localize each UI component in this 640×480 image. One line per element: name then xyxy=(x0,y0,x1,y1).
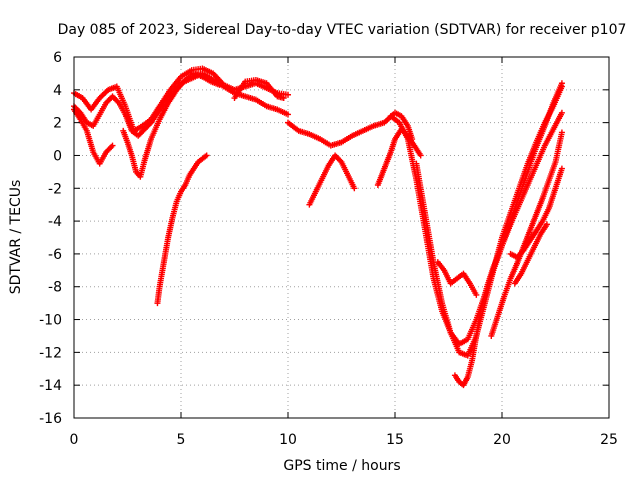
series-arc-f xyxy=(231,76,287,102)
y-tick-label: 6 xyxy=(53,50,62,66)
series-arc-n xyxy=(488,129,565,339)
series-arc-d xyxy=(120,70,223,180)
series-arc-m xyxy=(451,109,565,389)
y-tick-label: -12 xyxy=(39,345,62,361)
data-point xyxy=(558,165,565,172)
x-tick-label: 15 xyxy=(386,432,404,448)
x-tick-label: 10 xyxy=(279,432,297,448)
data-point xyxy=(351,185,358,192)
y-tick-label: 4 xyxy=(53,83,62,99)
data-point xyxy=(543,221,550,228)
data-point xyxy=(216,81,223,88)
data-marks xyxy=(71,65,565,389)
y-tick-label: -4 xyxy=(48,214,62,230)
series-arc-p xyxy=(511,221,550,287)
chart-title: Day 085 of 2023, Sidereal Day-to-day VTE… xyxy=(58,22,627,38)
x-tick-label: 25 xyxy=(600,432,618,448)
y-tick-label: 0 xyxy=(53,148,62,164)
y-tick-label: 2 xyxy=(53,116,62,132)
data-point xyxy=(558,129,565,136)
series-arc-l xyxy=(434,259,480,298)
y-tick-label: -6 xyxy=(48,247,62,263)
y-tick-label: -16 xyxy=(39,411,62,427)
y-axis-label: SDTVAR / TECUs xyxy=(8,180,24,295)
data-point xyxy=(109,142,116,149)
series-arc-h xyxy=(306,152,358,208)
series-arc-c xyxy=(71,106,116,167)
y-tick-label: -10 xyxy=(39,313,62,329)
x-tick-label: 5 xyxy=(177,432,186,448)
data-point xyxy=(558,83,565,90)
data-point xyxy=(285,111,291,118)
data-point xyxy=(280,95,287,102)
y-tick-label: -14 xyxy=(39,378,62,394)
x-tick-label: 20 xyxy=(493,432,511,448)
series-arc-e xyxy=(154,152,210,307)
series-arc-i xyxy=(374,126,424,188)
data-point xyxy=(417,152,424,159)
y-tick-label: -2 xyxy=(48,181,62,197)
series-arc-o xyxy=(507,165,565,261)
series-arc-g xyxy=(285,109,416,149)
data-point xyxy=(285,91,291,98)
data-point xyxy=(473,291,480,298)
data-point xyxy=(203,152,210,159)
data-point xyxy=(558,109,565,116)
plot-frame xyxy=(73,56,610,419)
y-tick-label: -8 xyxy=(48,280,62,296)
x-tick-label: 0 xyxy=(70,432,79,448)
axis-ticks: 0 5 10 15 20 25 -16 -14 -12 -10 -8 -6 -4 -2 0 2 4 6 xyxy=(39,50,618,448)
x-axis-label: GPS time / hours xyxy=(283,458,400,474)
